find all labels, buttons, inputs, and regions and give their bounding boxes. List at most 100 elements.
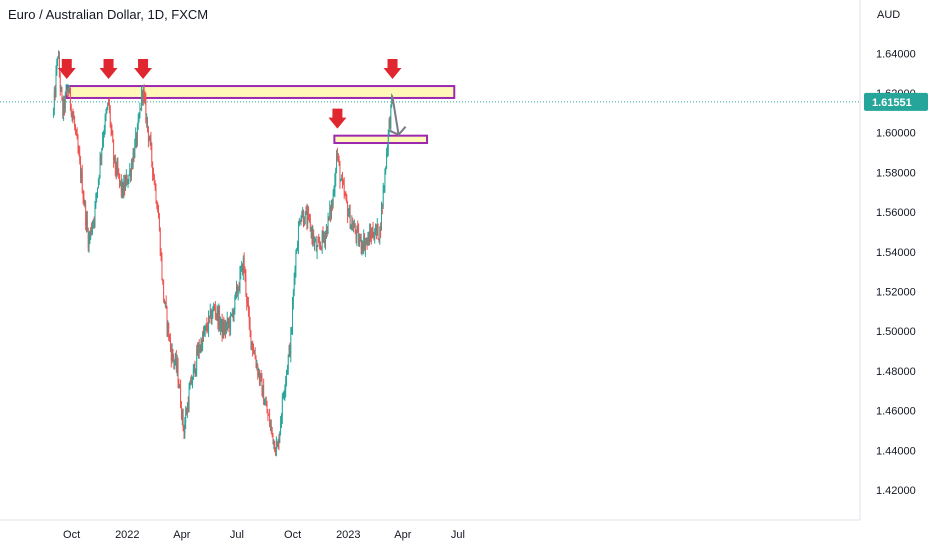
up-candle-body [287,355,289,370]
up-candle-body [225,324,227,331]
up-candle-body [141,90,143,109]
down-candle-body [108,102,109,104]
down-candle-body [338,157,340,164]
down-candle-body [117,164,119,174]
down-candle-body [368,235,370,245]
down-candle-body [313,232,315,244]
down-candle-body [159,228,161,255]
down-candle-body [210,309,212,323]
down-candle-body [177,362,179,383]
up-candle-body [281,416,282,423]
up-candle-body [97,187,98,194]
up-candle-body [334,180,336,193]
up-candle-body [381,206,382,231]
up-candle-body [283,393,285,397]
up-candle-body [240,269,242,272]
down-candle-body [315,240,317,252]
down-candle-body [113,142,115,161]
down-candle-body [159,218,160,229]
up-candle-body [384,170,386,186]
down-candle-body [80,160,81,178]
down-candle-body [357,227,359,230]
down-candle-body [266,405,268,414]
down-candle-body [108,103,110,109]
up-candle-body [137,118,139,127]
down-candle-body [187,404,189,409]
down-candle-body [162,278,164,283]
down-candle-body [245,274,247,294]
up-candle-body [300,219,302,223]
up-candle-body [131,163,132,177]
down-candle-body [380,227,382,231]
x-tick-label: 2023 [336,529,360,541]
down-candle-body [59,74,61,89]
up-candle-body [185,413,187,423]
down-candle-body [362,245,364,250]
up-candle-body [361,245,363,249]
up-candle-body [92,226,93,233]
up-candle-body [106,108,108,113]
down-candle-body [271,427,273,434]
down-candle-body [148,139,150,141]
down-candle-body [225,325,226,331]
down-candle-body [168,323,170,339]
down-candle-body [272,433,274,444]
up-candle-body [204,326,206,332]
up-candle-body [89,235,91,237]
up-candle-body [188,389,190,409]
up-candle-body [235,292,237,295]
up-candle-body [325,233,326,243]
down-candle-body [77,139,79,151]
down-candle-body [198,345,200,352]
down-candle-body [169,338,170,340]
up-candle-body [184,422,186,434]
up-candle-body [314,240,316,242]
down-candle-body [86,217,88,230]
up-candle-body [233,308,235,318]
up-candle-body [291,328,293,334]
up-candle-body [353,224,355,228]
up-candle-body [92,220,94,227]
up-candle-body [386,153,387,169]
arrows [57,59,407,136]
up-candle-body [174,362,176,364]
down-candle-body [249,322,251,331]
down-candle-body [326,227,328,234]
up-candle-body [391,95,393,105]
up-candle-body [58,57,59,59]
up-candle-body [312,232,314,240]
up-candle-body [146,117,148,121]
up-candle-body [220,318,222,325]
up-candle-body [297,246,298,251]
down-candle-body [227,318,229,325]
down-candle-body [93,220,95,222]
down-candle-body [166,307,168,330]
down-candle-body [142,90,143,98]
down-candle-body [153,174,155,185]
down-candle-body [112,132,114,143]
up-candle-body [295,252,297,271]
down-candle-body [170,338,171,348]
down-candle-body [347,202,348,217]
up-candle-body [123,181,125,197]
up-candle-body [387,148,388,154]
up-candle-body [277,440,279,447]
down-candle-body [311,229,313,240]
up-candle-body [331,204,332,216]
up-candle-body [120,180,121,182]
up-candle-body [321,231,323,249]
down-candle-body [72,112,74,117]
x-tick-label: Jul [451,529,465,541]
up-candle-body [81,172,82,178]
up-candle-body [139,108,141,117]
y-tick-label: 1.44000 [876,445,916,457]
down-candle-body [68,89,70,94]
down-candle-body [252,341,254,351]
down-candle-body [109,108,111,125]
up-candle-body [390,104,392,128]
up-candle-body [253,352,255,354]
down-candle-body [54,92,56,95]
up-candle-body [103,135,104,140]
up-candle-body [336,154,337,171]
candles [52,50,394,457]
